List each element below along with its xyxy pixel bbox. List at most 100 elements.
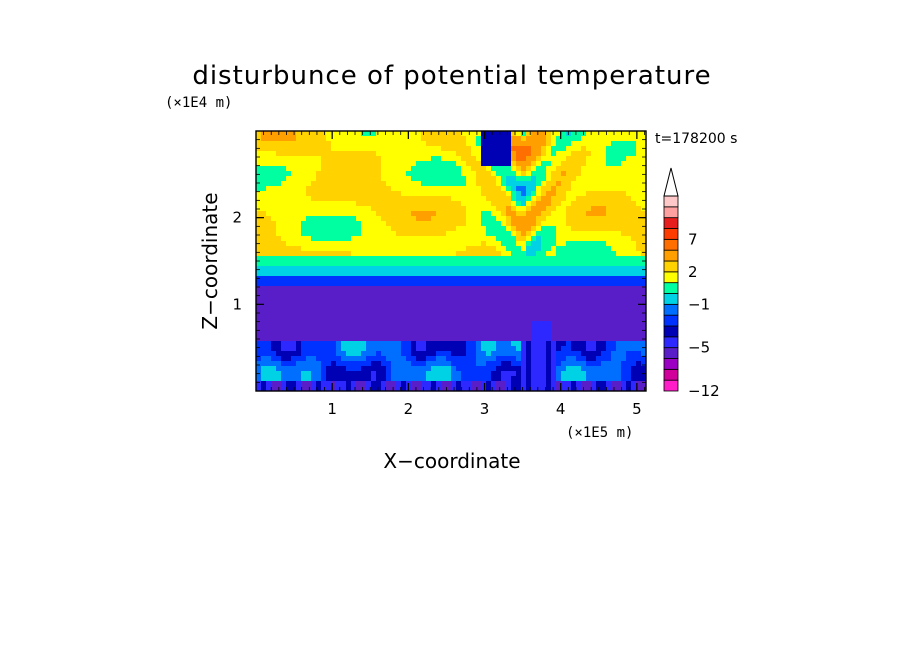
contour-cell: [331, 141, 337, 147]
contour-cell: [266, 261, 272, 267]
contour-cell: [311, 196, 317, 202]
contour-cell: [306, 256, 312, 262]
contour-cell: [566, 191, 572, 197]
contour-cell: [326, 226, 332, 232]
contour-cell: [361, 141, 367, 147]
contour-cell: [496, 191, 502, 197]
contour-cell: [386, 351, 392, 357]
contour-cell: [496, 256, 502, 262]
contour-cell: [401, 336, 407, 342]
contour-cell: [456, 321, 462, 327]
contour-cell: [476, 156, 482, 162]
contour-cell: [636, 176, 642, 182]
contour-cell: [616, 306, 622, 312]
contour-cell: [576, 236, 582, 242]
contour-cell: [526, 151, 532, 157]
contour-cell: [351, 321, 357, 327]
contour-cell: [506, 376, 512, 382]
contour-cell: [526, 246, 532, 252]
contour-cell: [466, 231, 472, 237]
contour-cell: [631, 206, 637, 212]
contour-cell: [286, 321, 292, 327]
contour-cell: [411, 201, 417, 207]
contour-cell: [351, 346, 357, 352]
contour-cell: [576, 361, 582, 367]
contour-cell: [291, 326, 297, 332]
contour-cell: [526, 281, 532, 287]
y-tick-label: 2: [232, 209, 242, 227]
contour-cell: [416, 351, 422, 357]
contour-cell: [311, 206, 317, 212]
contour-cell: [316, 171, 322, 177]
contour-cell: [416, 281, 422, 287]
contour-cell: [321, 381, 327, 387]
contour-cell: [421, 161, 427, 167]
contour-cell: [511, 171, 517, 177]
contour-cell: [361, 146, 367, 152]
contour-cell: [536, 166, 542, 172]
contour-cell: [496, 186, 502, 192]
contour-cell: [631, 261, 637, 267]
contour-cell: [561, 286, 567, 292]
contour-cell: [431, 281, 437, 287]
contour-cell: [261, 376, 267, 382]
contour-cell: [406, 281, 412, 287]
contour-cell: [511, 226, 517, 232]
contour-cell: [426, 346, 432, 352]
contour-cell: [296, 341, 302, 347]
contour-cell: [461, 226, 467, 232]
contour-cell: [556, 286, 562, 292]
contour-cell: [391, 151, 397, 157]
contour-cell: [486, 211, 492, 217]
contour-cell: [266, 326, 272, 332]
contour-cell: [606, 231, 612, 237]
contour-cell: [571, 326, 577, 332]
contour-cell: [376, 371, 382, 377]
contour-cell: [546, 226, 552, 232]
contour-cell: [321, 366, 327, 372]
contour-cell: [376, 351, 382, 357]
contour-cell: [606, 376, 612, 382]
contour-cell: [406, 231, 412, 237]
contour-cell: [396, 161, 402, 167]
contour-cell: [556, 211, 562, 217]
contour-cell: [341, 131, 347, 137]
contour-cell: [421, 296, 427, 302]
contour-cell: [536, 341, 542, 347]
contour-cell: [516, 286, 522, 292]
contour-cell: [526, 241, 532, 247]
contour-cell: [351, 276, 357, 282]
contour-cell: [441, 216, 447, 222]
contour-cell: [386, 196, 392, 202]
contour-cell: [286, 361, 292, 367]
contour-cell: [606, 356, 612, 362]
contour-cell: [636, 366, 642, 372]
contour-cell: [431, 221, 437, 227]
contour-cell: [461, 246, 467, 252]
contour-cell: [456, 231, 462, 237]
contour-cell: [586, 156, 592, 162]
contour-cell: [616, 176, 622, 182]
contour-cell: [626, 191, 632, 197]
contour-cell: [566, 201, 572, 207]
contour-cell: [266, 141, 272, 147]
contour-cell: [306, 356, 312, 362]
contour-cell: [516, 296, 522, 302]
contour-cell: [466, 386, 472, 391]
contour-cell: [491, 201, 497, 207]
contour-cell: [401, 211, 407, 217]
contour-cell: [526, 381, 532, 387]
contour-cell: [531, 181, 537, 187]
contour-cell: [531, 331, 537, 337]
contour-cell: [456, 301, 462, 307]
contour-cell: [261, 306, 267, 312]
contour-cell: [271, 356, 277, 362]
contour-cell: [581, 181, 587, 187]
contour-cell: [491, 356, 497, 362]
contour-cell: [371, 236, 377, 242]
contour-cell: [456, 361, 462, 367]
contour-cell: [286, 271, 292, 277]
contour-cell: [431, 156, 437, 162]
contour-cell: [621, 146, 627, 152]
contour-cell: [301, 246, 307, 252]
